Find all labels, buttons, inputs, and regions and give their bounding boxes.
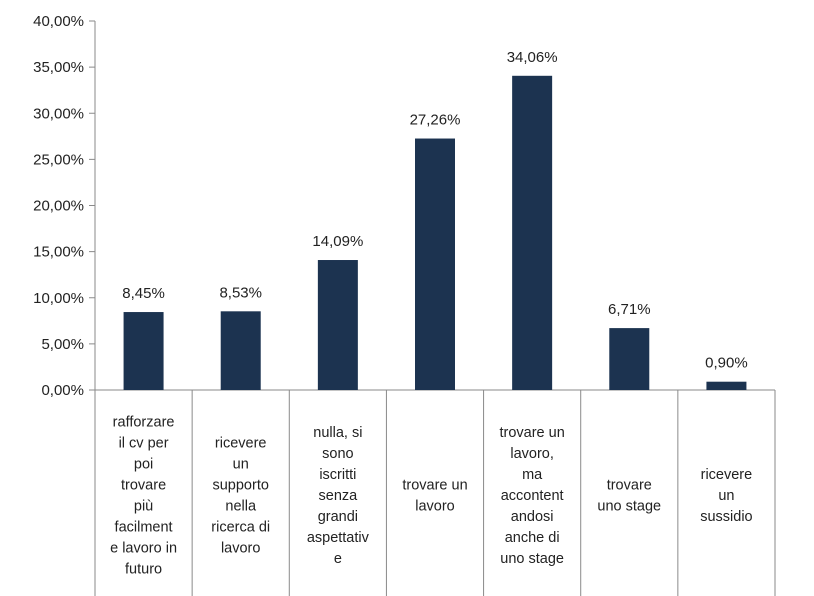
chart-axes: [94, 21, 776, 596]
category-label-line: uno stage: [597, 499, 661, 515]
category-label-line: nella: [225, 499, 257, 515]
category-label-line: e: [334, 551, 342, 567]
category-label-line: andosi: [511, 509, 554, 525]
category-label-line: nulla, si: [313, 425, 362, 441]
y-tick-label: 25,00%: [33, 151, 84, 168]
category-label-line: sussidio: [700, 509, 752, 525]
category-label-line: supporto: [212, 478, 268, 494]
category-label: ricevere un sussidio: [700, 467, 752, 525]
data-label: 8,53%: [219, 284, 262, 301]
category-label-line: sono: [322, 446, 353, 462]
category-label-line: trovare: [607, 478, 652, 494]
category-label-line: iscritti: [319, 467, 356, 483]
category-label-line: più: [134, 499, 153, 515]
bar: [123, 312, 164, 390]
data-label: 8,45%: [122, 285, 165, 302]
data-label: 27,26%: [410, 112, 461, 129]
bar: [220, 311, 261, 390]
bar: [706, 381, 747, 390]
category-label-line: facilment: [115, 520, 173, 536]
data-label: 34,06%: [507, 49, 558, 66]
category-label-line: aspettativ: [307, 530, 370, 546]
y-tick-label: 5,00%: [41, 336, 84, 353]
category-label-line: un: [233, 457, 249, 473]
data-labels: 8,45% 8,53% 14,09% 27,26% 34,06% 6,71% 0,90%: [122, 49, 747, 372]
category-label-line: il cv per: [119, 436, 169, 452]
category-label-line: anche di: [505, 530, 560, 546]
data-label: 6,71%: [608, 301, 651, 318]
y-tick-label: 40,00%: [33, 13, 84, 30]
y-tick-label: 35,00%: [33, 59, 84, 76]
y-tick-label: 30,00%: [33, 105, 84, 122]
bars: [123, 75, 747, 390]
category-label-line: poi: [134, 457, 153, 473]
category-label-line: un: [718, 488, 734, 504]
y-tick-label: 10,00%: [33, 290, 84, 307]
category-label: ricevere un supporto nella ricerca di lavoro: [211, 436, 270, 557]
category-label-line: grandi: [318, 509, 358, 525]
data-label: 0,90%: [705, 355, 748, 372]
category-label-line: ricevere: [701, 467, 753, 483]
category-label-line: rafforzare: [113, 415, 175, 431]
category-label: nulla, si sono iscritti senza grandi aspettat…: [307, 425, 370, 567]
category-label-line: accontent: [501, 488, 564, 504]
bar: [609, 328, 650, 390]
category-label-line: uno stage: [500, 551, 564, 567]
category-label-line: lavoro: [221, 541, 261, 557]
category-label: rafforzare il cv per poi trovare più facilmen…: [110, 415, 177, 578]
category-labels: rafforzare il cv per poi trovare più facilmen…: [110, 415, 753, 578]
y-tick-label: 20,00%: [33, 198, 84, 215]
category-label-line: lavoro: [415, 499, 455, 515]
category-label: trovare un lavoro, ma accontent andosi anche …: [499, 425, 564, 567]
bar: [512, 75, 553, 390]
category-label: trovare uno stage: [597, 478, 661, 515]
y-tick-label: 15,00%: [33, 244, 84, 261]
data-label: 14,09%: [312, 233, 363, 250]
category-label: trovare un lavoro: [402, 478, 467, 515]
category-label-line: ricerca di: [211, 520, 270, 536]
category-label-line: trovare: [121, 478, 166, 494]
category-label-line: ricevere: [215, 436, 267, 452]
bar: [415, 138, 455, 390]
category-label-line: ma: [522, 467, 543, 483]
category-label-line: lavoro,: [510, 446, 554, 462]
category-label-line: trovare un: [402, 478, 467, 494]
category-label-line: trovare un: [499, 425, 564, 441]
bar: [317, 260, 358, 390]
category-label-line: e lavoro in: [110, 541, 177, 557]
category-label-line: futuro: [125, 562, 162, 578]
y-axis-ticks: 0,00% 5,00% 10,00% 15,00% 20,00% 25,00% 30,00%…: [33, 13, 95, 399]
category-label-line: senza: [319, 488, 359, 504]
y-tick-label: 0,00%: [41, 382, 84, 399]
